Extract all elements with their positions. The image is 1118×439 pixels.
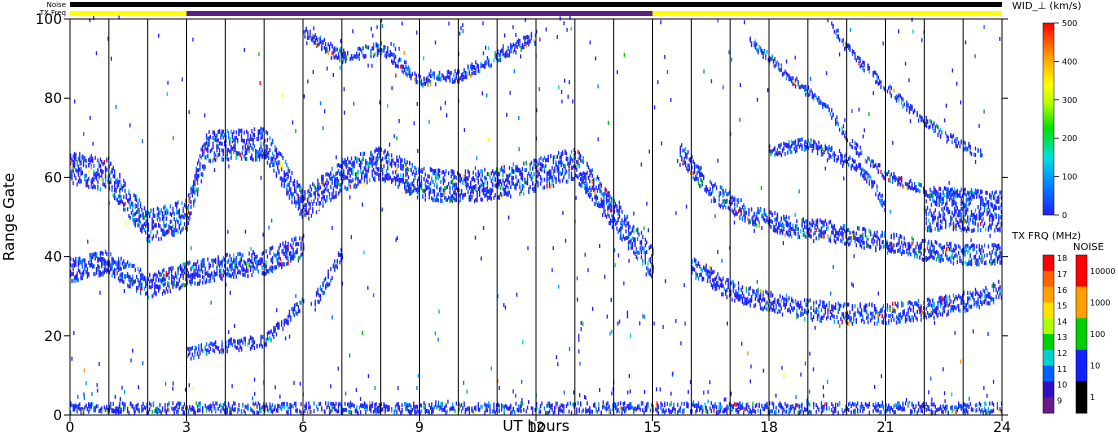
txfreq-segment-1	[187, 11, 653, 16]
colorbar-txfreq-tick: 11	[1057, 365, 1067, 374]
colorbar-noise-tick: 1	[1090, 393, 1095, 402]
colorbar-noise-tick: 10	[1090, 362, 1100, 371]
x-axis-label: UT hours	[502, 417, 569, 435]
x-tick-label: 9	[415, 420, 424, 435]
colorbar-noise-tick: 1000	[1090, 298, 1110, 307]
y-tick-label: 40	[44, 250, 62, 266]
x-tick-label: 6	[299, 420, 308, 435]
noise-bar	[70, 2, 1002, 7]
x-tick-label: 15	[644, 420, 662, 435]
y-tick-label: 60	[44, 170, 62, 186]
x-tick-label: 18	[760, 420, 778, 435]
y-tick-label: 20	[44, 329, 62, 345]
colorbar-txfreq-tick: 13	[1057, 333, 1067, 342]
x-tick-label: 3	[182, 420, 191, 435]
txfreq-bar	[70, 11, 1002, 16]
colorbar-txfreq-tick: 14	[1057, 317, 1067, 326]
status-bars: Noise TX Freq	[39, 1, 1002, 17]
x-tick-label: 0	[66, 420, 75, 435]
colorbar-noise-tick: 100	[1090, 330, 1105, 339]
colorbar-noise: NOISE 10000 1000 100 10 1	[1073, 242, 1115, 414]
txfreq-segment-2	[653, 11, 1003, 16]
colorbar-txfreq: TX FRQ (MHz) 18 17 16 15 14 13 12 11 10 9	[1011, 231, 1081, 414]
colorbar-noise-tick: 10000	[1090, 267, 1115, 276]
colorbar-txfreq-tick: 18	[1057, 254, 1067, 263]
colorbar-width-tick: 300	[1062, 96, 1077, 105]
colorbar-noise-title: NOISE	[1073, 242, 1104, 253]
x-tick-label: 24	[993, 420, 1011, 435]
colorbar-width-tick: 0	[1062, 211, 1067, 220]
noise-label: Noise	[47, 1, 66, 9]
colorbar-width-tick: 200	[1062, 134, 1077, 143]
y-tick-label: 100	[35, 12, 62, 28]
colorbar-txfreq-tick: 9	[1057, 396, 1062, 405]
colorbar-width: WID_⊥ (km/s) 500 400 300 200 100 0	[1012, 1, 1081, 220]
colorbar-txfreq-tick: 10	[1057, 381, 1067, 390]
colorbar-txfreq-tick: 15	[1057, 302, 1067, 311]
colorbar-txfreq-title: TX FRQ (MHz)	[1011, 231, 1081, 242]
colorbar-txfreq-tick: 16	[1057, 286, 1067, 295]
colorbar-txfreq-tick: 12	[1057, 349, 1067, 358]
colorbar-txfreq-tick: 17	[1057, 270, 1067, 279]
y-axis-label: Range Gate	[0, 173, 18, 261]
colorbar-width-tick: 100	[1062, 173, 1077, 182]
colorbar-width-tick: 400	[1062, 57, 1077, 66]
colorbar-width-tick: 500	[1062, 19, 1077, 28]
y-tick-label: 0	[53, 408, 62, 424]
x-tick-label: 21	[877, 420, 895, 435]
colorbar-width-title: WID_⊥ (km/s)	[1012, 1, 1081, 12]
y-tick-label: 80	[44, 91, 62, 107]
txfreq-segment-0	[70, 11, 187, 16]
